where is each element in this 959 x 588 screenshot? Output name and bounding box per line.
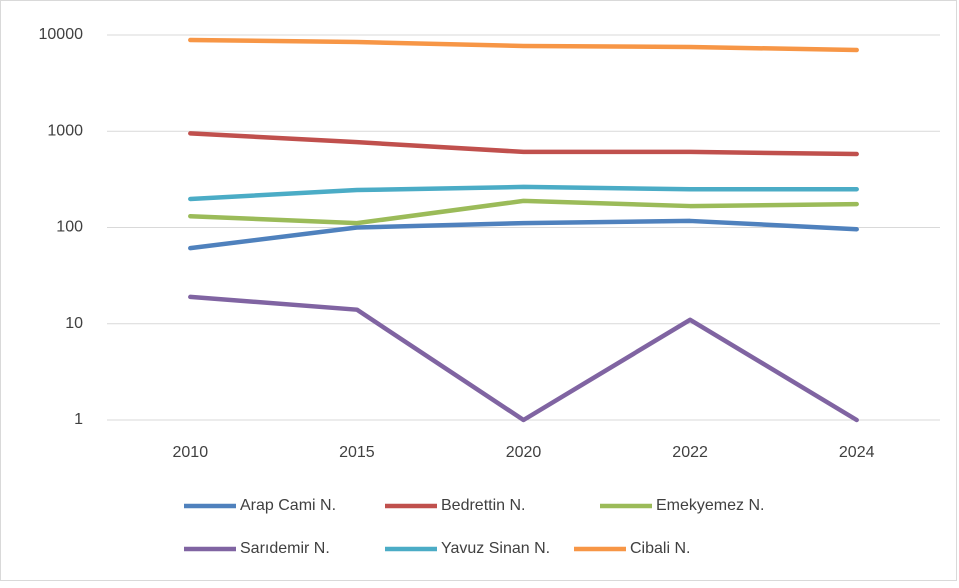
legend-label: Yavuz Sinan N. — [441, 540, 550, 557]
legend-label: Cibali N. — [630, 540, 690, 557]
x-tick-label: 2015 — [339, 444, 375, 461]
y-tick-label: 1000 — [47, 122, 83, 139]
y-tick-label: 1 — [74, 411, 83, 428]
legend-label: Emekyemez N. — [656, 497, 764, 514]
series-line — [188, 218, 859, 251]
series-line — [188, 131, 859, 157]
y-tick-label: 10 — [65, 315, 83, 332]
x-tick-label: 2024 — [839, 444, 875, 461]
x-tick-label: 2022 — [672, 444, 708, 461]
legend-label: Sarıdemir N. — [240, 540, 330, 557]
series-line — [188, 37, 859, 53]
series-line — [188, 184, 859, 202]
y-tick-label: 10000 — [39, 26, 84, 43]
legend-label: Bedrettin N. — [441, 497, 525, 514]
series-line — [188, 198, 859, 226]
series-line — [188, 294, 859, 423]
x-tick-label: 2020 — [506, 444, 542, 461]
legend-label: Arap Cami N. — [240, 497, 336, 514]
y-tick-label: 100 — [56, 219, 83, 236]
x-tick-label: 2010 — [173, 444, 209, 461]
